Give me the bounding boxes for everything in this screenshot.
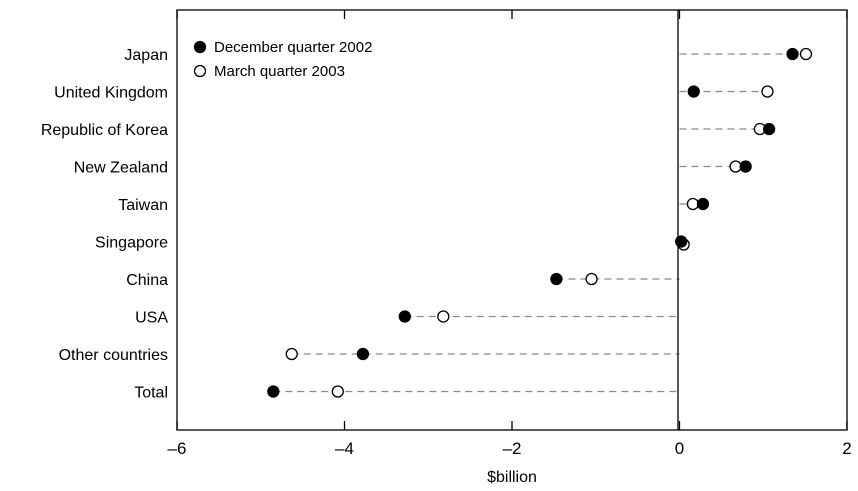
category-labels: Japan United Kingdom Republic of Korea New … (41, 47, 169, 402)
category-label: Singapore (95, 235, 168, 252)
category-label: Japan (124, 47, 168, 64)
legend-label-series-2: March quarter 2003 (214, 63, 345, 80)
march-2003-point (799, 47, 813, 61)
category-label: United Kingdom (54, 85, 168, 102)
x-tick-labels: –6 –4 –2 0 2 (168, 439, 852, 458)
december-2002-point (739, 160, 752, 173)
x-tick-label: –2 (503, 439, 522, 458)
legend-label-series-1: December quarter 2002 (214, 39, 372, 56)
march-2003-point (761, 85, 774, 98)
december-2002-point (398, 310, 411, 323)
category-label: Taiwan (118, 197, 168, 214)
march-2003-point (585, 272, 598, 286)
category-label: Republic of Korea (41, 122, 168, 139)
december-2002-point (550, 272, 563, 286)
march-2003-point (331, 385, 344, 398)
category-label: USA (135, 310, 168, 327)
december-2002-point (696, 197, 710, 211)
x-tick-label: –6 (168, 439, 187, 458)
december-2002-point (356, 347, 370, 361)
data-markers (267, 47, 813, 398)
connector-lines (273, 53, 806, 393)
legend-marker-open-icon (193, 64, 207, 78)
december-2002-point (687, 85, 700, 98)
march-2003-point (729, 160, 742, 173)
legend-marker-filled-icon (193, 40, 207, 54)
category-label: Other countries (59, 347, 168, 364)
march-2003-point (686, 197, 700, 211)
december-2002-point (675, 235, 688, 248)
axis-ticks (176, 10, 848, 430)
category-label: Total (134, 385, 168, 402)
category-label: New Zealand (74, 160, 168, 177)
legend: December quarter 2002 March quarter 2003 (193, 39, 372, 80)
december-2002-point (762, 122, 776, 136)
x-tick-label: –4 (335, 439, 354, 458)
x-tick-label: 0 (675, 439, 684, 458)
december-2002-point (267, 385, 280, 398)
december-2002-point (786, 47, 799, 61)
category-label: China (126, 272, 168, 289)
x-tick-label: 2 (842, 439, 851, 458)
march-2003-point (285, 347, 298, 361)
x-axis-title: $billion (487, 469, 537, 486)
march-2003-point (437, 310, 450, 323)
